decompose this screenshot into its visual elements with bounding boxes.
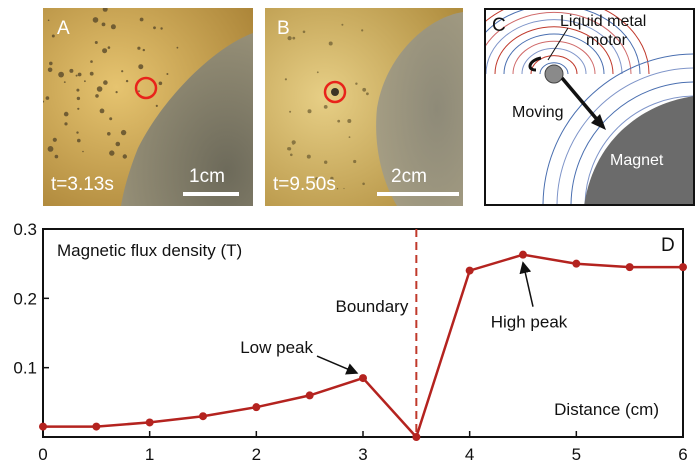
x-tick-label: 6 (678, 445, 687, 464)
motor-circle-b (323, 80, 347, 104)
field-diagram-panel-c: C Liquid metal motor Moving Magnet (484, 8, 695, 206)
scale-bar-a (183, 192, 239, 196)
motor-circle-a (134, 76, 158, 100)
boundary-group: Boundary (336, 229, 418, 437)
data-point (199, 412, 207, 421)
panel-label-b: B (277, 18, 290, 39)
time-label-a: t=3.13s (51, 174, 114, 195)
x-tick-label: 3 (358, 445, 367, 464)
motor-tail (528, 56, 542, 72)
field-lines-diagram (486, 10, 693, 204)
x-tick-label: 0 (38, 445, 47, 464)
magnet-label: Magnet (610, 152, 664, 169)
motor-label-line1: Liquid metal (560, 13, 647, 30)
low-peak-arrow (316, 355, 359, 375)
data-point (625, 263, 634, 272)
photo-b-image (265, 8, 463, 206)
panel-label-c: C (492, 15, 506, 36)
data-point (572, 259, 581, 268)
data-point (412, 433, 421, 441)
photo-a-image (43, 8, 253, 206)
scale-label-b: 2cm (391, 166, 427, 187)
boundary-label: Boundary (336, 297, 409, 316)
x-tick-label: 1 (145, 445, 154, 464)
scale-label-a: 1cm (189, 166, 225, 187)
low-peak-label: Low peak (240, 338, 313, 357)
magnet-shape (584, 96, 693, 204)
panel-label-a: A (57, 18, 70, 39)
data-point (679, 263, 687, 272)
motor-droplet (544, 64, 564, 84)
data-point (465, 266, 474, 275)
y-tick-label: 0.3 (13, 220, 37, 239)
high-peak-label: High peak (491, 313, 568, 332)
x-tick-label: 4 (465, 445, 474, 464)
data-point (305, 391, 314, 400)
chart-annotations: Low peak High peak (240, 261, 568, 375)
photo-panel-a: A t=3.13s 1cm (43, 8, 253, 206)
data-point (359, 374, 367, 383)
y-tick-label: 0.1 (13, 359, 37, 378)
data-point (252, 403, 261, 412)
panel-label-d: D (661, 235, 675, 256)
moving-label: Moving (512, 104, 564, 121)
scale-bar-b (377, 192, 459, 196)
data-point (39, 422, 47, 431)
moving-arrow (560, 76, 602, 125)
x-axis-label: Distance (cm) (554, 400, 659, 419)
data-point (519, 250, 527, 259)
data-point (92, 422, 101, 431)
y-axis-label: Magnetic flux density (T) (57, 241, 242, 260)
chart-ticks: 0 1 2 3 4 5 6 0.1 0.2 0.3 (13, 220, 687, 464)
high-peak-arrow (519, 261, 534, 307)
x-tick-label: 2 (252, 445, 261, 464)
motor-label-line2: motor (586, 32, 627, 49)
photo-panel-b: B t=9.50s 2cm (265, 8, 463, 206)
x-tick-label: 5 (572, 445, 581, 464)
y-tick-label: 0.2 (13, 289, 37, 308)
flux-series (39, 250, 687, 441)
data-point (145, 418, 154, 427)
time-label-b: t=9.50s (273, 174, 336, 195)
